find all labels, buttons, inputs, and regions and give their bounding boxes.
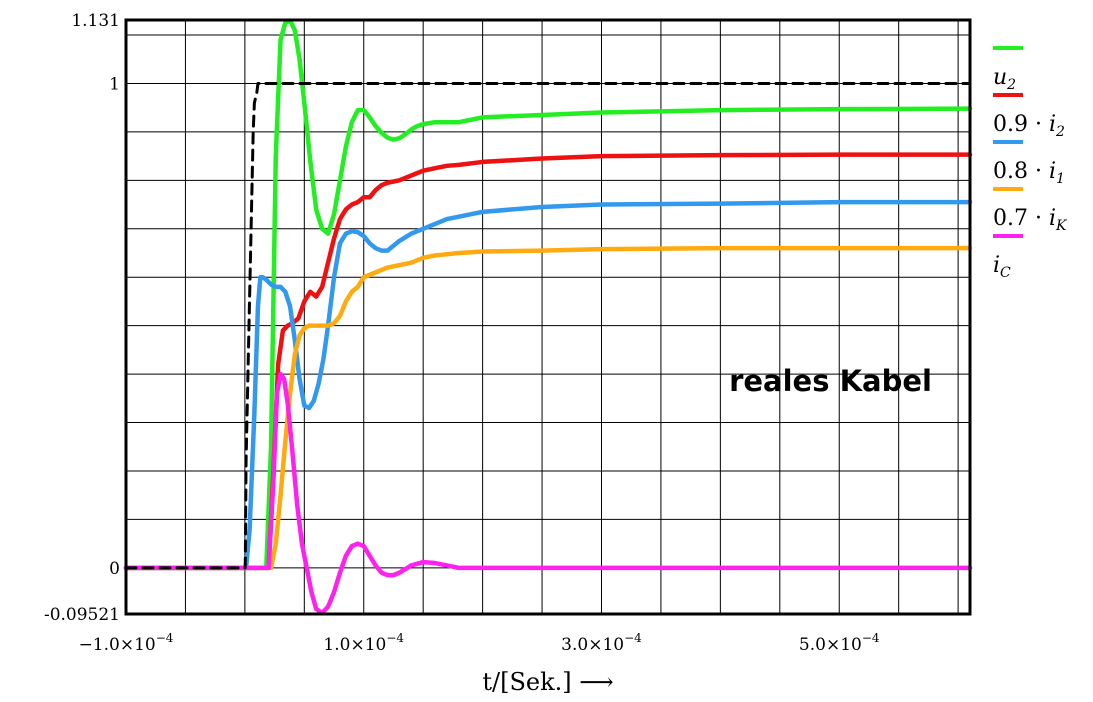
legend-label: 0.8 · i1 — [993, 159, 1065, 187]
series-ic — [123, 371, 973, 616]
series-input-step — [124, 81, 972, 570]
legend-swatch — [993, 234, 1023, 238]
series-0-8-i1 — [123, 199, 973, 571]
plot-frame — [124, 18, 972, 616]
series-u2 — [123, 18, 973, 571]
x-axis-label: t/[Sek.] ⟶ — [482, 668, 613, 696]
y-tick-label: 1 — [109, 74, 120, 94]
legend-swatch — [993, 140, 1023, 144]
x-tick-labels: −1.0×10−4 1.0×10−4 3.0×10−4 5.0×10−4 — [79, 631, 880, 655]
legend: u2 0.9 · i2 0.8 · i1 0.7 · iK iC — [993, 46, 1068, 281]
legend-label: u2 — [993, 65, 1016, 93]
y-tick-label: -0.09521 — [44, 605, 120, 625]
y-tick-label: 0 — [109, 559, 120, 579]
x-tick-label: 1.0×10−4 — [323, 631, 404, 655]
legend-label: 0.7 · iK — [993, 206, 1068, 234]
x-tick-label: 3.0×10−4 — [561, 631, 642, 655]
x-tick-label: −1.0×10−4 — [79, 631, 174, 655]
y-tick-labels: 1.131 1 0 -0.09521 — [44, 11, 120, 625]
legend-swatch — [993, 93, 1023, 97]
annotation-reales-kabel: reales Kabel — [729, 364, 932, 398]
legend-label: 0.9 · i2 — [993, 112, 1065, 140]
series-layer — [123, 18, 973, 616]
x-tick-label: 5.0×10−4 — [799, 631, 880, 655]
legend-swatch — [993, 46, 1023, 50]
legend-swatch — [993, 187, 1023, 191]
series-0-7-ik — [123, 245, 973, 571]
y-tick-label: 1.131 — [71, 11, 120, 31]
legend-label: iC — [993, 253, 1011, 281]
